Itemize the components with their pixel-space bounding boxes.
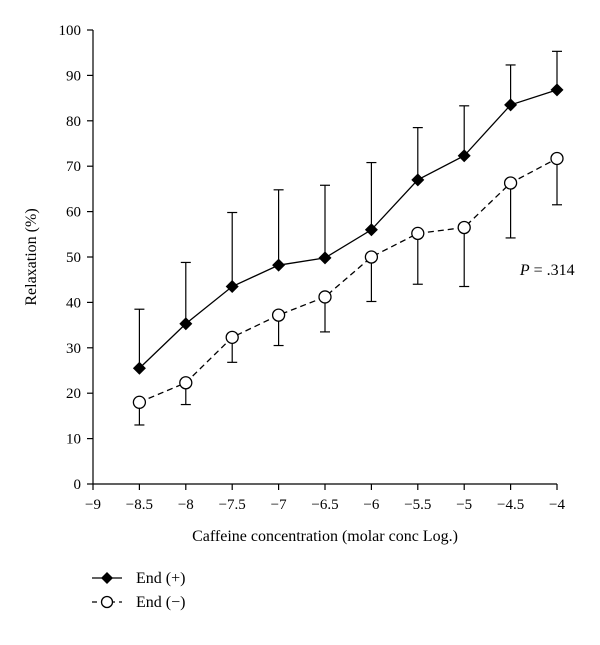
y-tick-label: 20 (66, 386, 81, 402)
x-tick-label: −6 (363, 497, 379, 513)
diamond-marker (318, 251, 332, 265)
x-tick-label: −8 (178, 497, 194, 513)
x-tick-label: −4 (549, 497, 565, 513)
circle-marker (132, 395, 147, 409)
diamond-marker (550, 83, 564, 97)
p-value-text: = .314 (530, 262, 575, 279)
x-tick-label: −5.5 (404, 497, 431, 513)
diamond-marker (411, 173, 425, 187)
circle-marker (364, 250, 379, 264)
x-tick-label: −7.5 (219, 497, 246, 513)
circle-marker (503, 176, 518, 190)
circle-marker (411, 226, 425, 241)
y-tick-label: 30 (66, 341, 81, 357)
p-value-annotation: P = .314 (519, 262, 575, 279)
y-tick-label: 80 (66, 114, 81, 130)
x-tick-label: −8.5 (126, 497, 153, 513)
y-ticks: 0 10 20 30 40 50 60 70 80 90 100 (59, 23, 93, 493)
series-line-end-plus (138, 89, 558, 369)
legend-label: End (−) (136, 594, 185, 611)
error-bars (134, 50, 562, 426)
diamond-marker (179, 317, 193, 331)
y-tick-label: 70 (66, 159, 81, 175)
x-ticks: −9 −8.5 −8 −7.5 −7 −6.5 −6 −5.5 −5 −4.5 −4 (85, 484, 565, 513)
y-tick-label: 90 (66, 68, 81, 84)
circle-marker (457, 220, 471, 235)
series-markers (132, 83, 564, 409)
x-tick-label: −6.5 (311, 497, 338, 513)
diamond-marker (272, 258, 286, 272)
x-tick-label: −4.5 (497, 497, 524, 513)
x-tick-label: −9 (85, 497, 101, 513)
diamond-marker (364, 223, 378, 237)
y-tick-label: 50 (66, 250, 81, 266)
x-axis-label: Caffeine concentration (molar conc Log.) (192, 528, 458, 545)
circle-marker (179, 376, 193, 390)
diamond-marker (457, 149, 471, 163)
circle-marker (550, 151, 564, 166)
x-tick-label: −7 (271, 497, 287, 513)
circle-marker (225, 330, 239, 345)
diamond-marker (132, 361, 146, 375)
series-line-end-minus (139, 157, 558, 403)
y-axis-label: Relaxation (%) (23, 208, 40, 305)
legend-diamond-marker (101, 572, 113, 584)
legend: End (+) End (−) (92, 570, 185, 611)
y-tick-label: 0 (74, 477, 82, 493)
y-tick-label: 100 (59, 23, 82, 39)
y-tick-label: 60 (66, 205, 81, 221)
legend-circle-marker (100, 595, 114, 609)
y-tick-label: 10 (66, 432, 81, 448)
circle-marker (318, 290, 332, 304)
p-value-symbol: P (519, 262, 530, 279)
diamond-marker (504, 98, 518, 112)
circle-marker (271, 308, 286, 322)
legend-label: End (+) (136, 570, 185, 587)
y-tick-label: 40 (66, 295, 81, 311)
x-tick-label: −5 (456, 497, 472, 513)
diamond-marker (225, 280, 239, 294)
series-lines (138, 89, 558, 403)
